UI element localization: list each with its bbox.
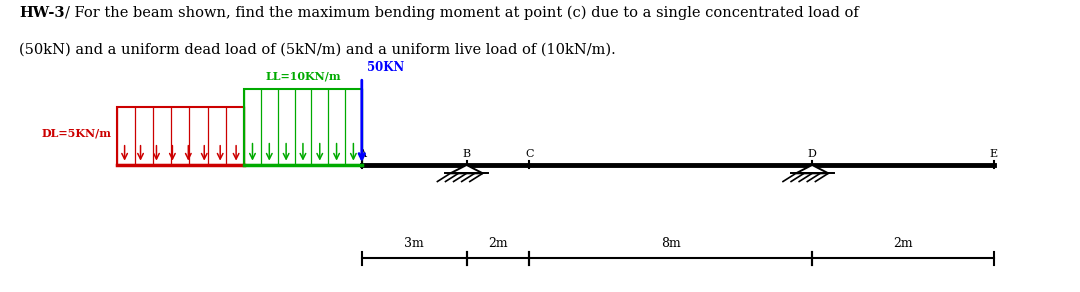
Polygon shape [796, 165, 828, 173]
Text: D: D [808, 149, 816, 159]
Text: 2m: 2m [893, 237, 913, 250]
Bar [117, 107, 244, 165]
Polygon shape [450, 165, 483, 173]
Text: HW-3: HW-3 [19, 6, 65, 20]
Text: DL=5KN/m: DL=5KN/m [41, 127, 111, 138]
Text: (50kN) and a uniform dead load of (5kN/m) and a uniform live load of (10kN/m).: (50kN) and a uniform dead load of (5kN/m… [19, 42, 617, 56]
Text: 2m: 2m [488, 237, 508, 250]
Text: 3m: 3m [404, 237, 424, 250]
Text: 50KN: 50KN [367, 61, 404, 74]
Text: LL=10KN/m: LL=10KN/m [265, 71, 341, 82]
Bar [244, 89, 362, 165]
Text: C: C [525, 149, 534, 159]
Text: / For the beam shown, find the maximum bending moment at point (c) due to a sing: / For the beam shown, find the maximum b… [65, 6, 859, 20]
Text: E: E [989, 149, 998, 159]
Text: B: B [462, 149, 471, 159]
Text: 8m: 8m [661, 237, 680, 250]
Text: A: A [357, 149, 366, 159]
